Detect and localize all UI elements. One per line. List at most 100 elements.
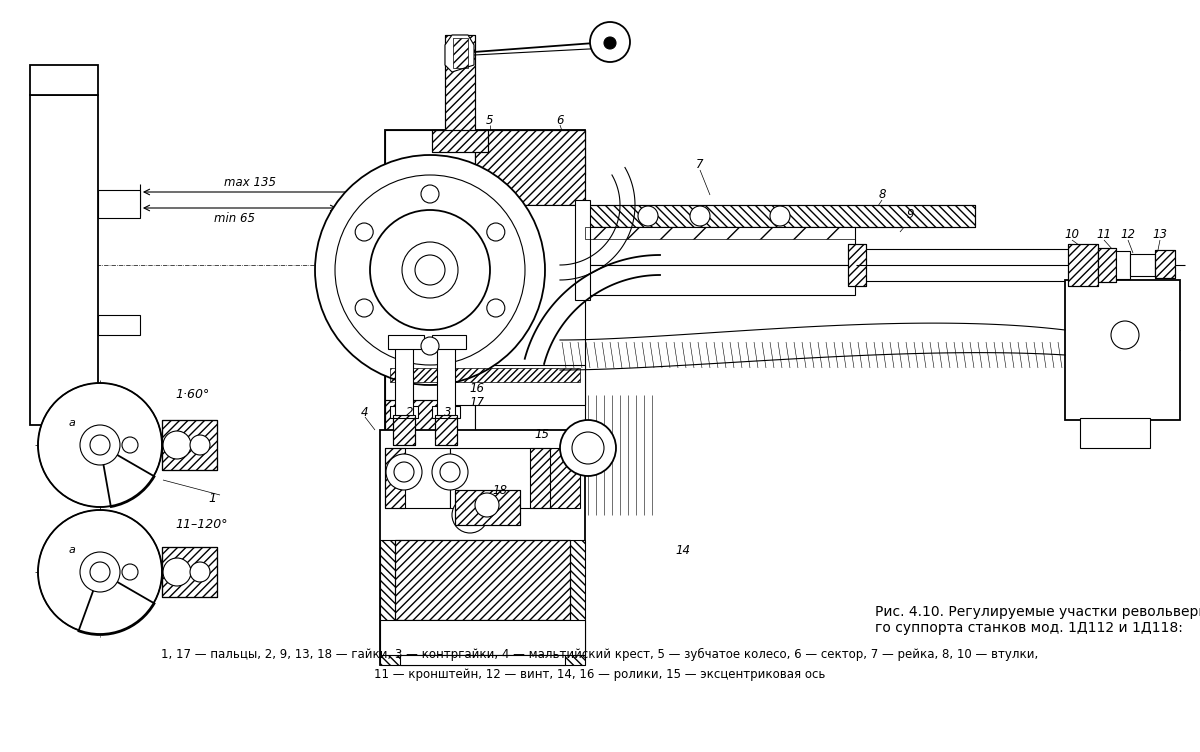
Circle shape [163,431,191,459]
Circle shape [335,175,526,365]
Circle shape [38,383,162,507]
Bar [395,540,570,620]
Bar [848,244,866,286]
Bar [1066,280,1180,420]
Circle shape [572,432,604,464]
Bar [436,415,457,445]
Bar [1080,418,1150,448]
Text: 6: 6 [557,114,564,126]
Bar [385,448,450,508]
Circle shape [421,185,439,203]
Bar [437,345,455,415]
Text: 1: 1 [208,492,216,505]
Text: a: a [68,545,76,555]
Circle shape [90,562,110,582]
Text: 11–120°: 11–120° [175,517,228,530]
Circle shape [452,497,488,533]
Text: 9: 9 [906,208,913,222]
Text: 11: 11 [1097,229,1111,241]
Bar [162,547,217,597]
Bar [162,420,217,470]
Circle shape [190,435,210,455]
Bar [380,620,586,655]
Circle shape [80,552,120,592]
Circle shape [475,493,499,517]
Bar [30,65,98,95]
Bar [395,540,570,620]
Bar [432,406,460,418]
Bar [854,249,1075,281]
Bar [385,400,440,438]
Bar [98,315,140,335]
Circle shape [386,454,422,490]
Circle shape [487,299,505,317]
Bar [162,420,217,470]
Bar [530,448,580,508]
Text: Рис. 4.10. Регулируемые участки револьверно-
го суппорта станков мод. 1Д112 и 1Д: Рис. 4.10. Регулируемые участки револьве… [875,605,1200,635]
Text: max 135: max 135 [224,177,276,190]
Bar [454,38,468,68]
Circle shape [440,462,460,482]
Text: 11 — кронштейн, 12 — винт, 14, 16 — ролики, 15 — эксцентриковая ось: 11 — кронштейн, 12 — винт, 14, 16 — роли… [374,668,826,681]
Text: 8: 8 [878,189,886,202]
Circle shape [355,223,373,241]
Bar [455,490,520,525]
Bar [586,205,974,227]
Wedge shape [78,572,155,635]
Bar [1098,248,1116,282]
Bar [380,540,586,665]
Bar [575,200,590,300]
Circle shape [604,37,616,49]
Text: 1·60°: 1·60° [175,389,209,402]
Circle shape [190,562,210,582]
Bar [162,547,217,597]
Text: 14: 14 [676,544,690,556]
Text: a: a [68,418,76,428]
Text: 17: 17 [469,396,485,410]
Bar [385,400,440,438]
Bar [560,340,1066,370]
Circle shape [402,242,458,298]
Text: 3: 3 [444,407,451,420]
Circle shape [487,223,505,241]
Bar [450,448,550,508]
Text: 10: 10 [1064,229,1080,241]
Bar [445,35,475,135]
Text: 15: 15 [534,429,550,441]
Text: 18: 18 [492,484,508,496]
Circle shape [690,206,710,226]
Bar [390,368,580,382]
Bar [400,655,565,665]
Circle shape [163,558,191,586]
Circle shape [370,210,490,330]
Bar [1098,248,1116,282]
Text: 4: 4 [361,407,368,420]
Bar [432,130,488,152]
Bar [380,430,586,665]
Bar [445,35,475,135]
Bar [586,265,854,295]
Bar [475,130,586,205]
Bar [432,335,466,349]
Bar [1154,250,1175,278]
Bar [385,365,586,405]
Text: 2: 2 [407,407,414,420]
Bar [162,420,217,470]
Bar [848,244,866,286]
Circle shape [432,454,468,490]
Circle shape [122,564,138,580]
Bar [436,415,457,445]
Circle shape [415,255,445,285]
Bar [1116,251,1130,279]
Bar [475,130,586,205]
Bar [1068,244,1098,286]
Bar [30,95,98,425]
Circle shape [314,155,545,385]
Bar [162,547,217,597]
Bar [586,227,854,239]
Wedge shape [100,445,155,507]
Bar [1130,254,1154,276]
Circle shape [80,425,120,465]
Bar [394,415,415,445]
Bar [394,415,415,445]
